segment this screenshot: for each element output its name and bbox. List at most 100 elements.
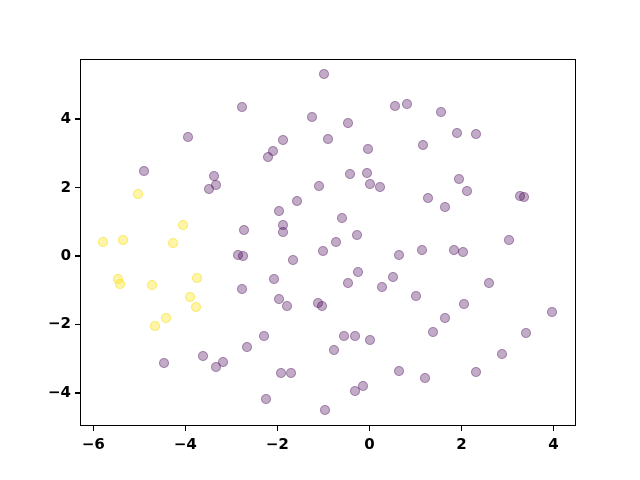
scatter-point-cluster-purple: [267, 146, 278, 157]
x-tick-label: 4: [548, 435, 559, 453]
scatter-point-cluster-purple: [236, 101, 247, 112]
scatter-point-cluster-purple: [204, 184, 215, 194]
scatter-point-cluster-purple: [211, 361, 222, 372]
y-tick-mark: [75, 186, 80, 189]
scatter-point-cluster-purple: [314, 181, 325, 192]
scatter-point-cluster-purple: [364, 178, 375, 189]
y-tick-label: 0: [60, 246, 71, 264]
scatter-point-cluster-purple: [158, 357, 169, 368]
scatter-point-cluster-purple: [361, 167, 372, 178]
y-tick-mark: [75, 392, 80, 394]
scatter-point-cluster-purple: [350, 331, 361, 342]
scatter-point-cluster-purple: [343, 278, 354, 289]
scatter-point-cluster-purple: [274, 293, 285, 304]
x-tick-label: 0: [364, 435, 375, 453]
scatter-point-cluster-purple: [318, 245, 329, 256]
scatter-point-cluster-purple: [358, 381, 369, 392]
scatter-point-cluster-purple: [317, 300, 328, 311]
scatter-point-cluster-purple: [389, 101, 400, 112]
scatter-point-cluster-purple: [419, 373, 430, 384]
scatter-point-cluster-yellow: [98, 237, 109, 248]
scatter-point-cluster-yellow: [168, 237, 179, 248]
scatter-point-cluster-purple: [349, 386, 360, 397]
y-tick-mark: [75, 118, 80, 120]
scatter-point-cluster-purple: [323, 133, 334, 144]
scatter-point-cluster-purple: [260, 393, 271, 404]
scatter-point-cluster-purple: [282, 300, 293, 311]
scatter-point-cluster-purple: [394, 366, 405, 377]
y-tick-mark: [75, 323, 80, 326]
scatter-point-cluster-yellow: [149, 320, 160, 331]
scatter-point-cluster-purple: [262, 151, 273, 162]
scatter-point-cluster-purple: [353, 267, 364, 278]
scatter-point-cluster-purple: [451, 127, 462, 138]
scatter-point-cluster-purple: [274, 206, 285, 217]
scatter-point-cluster-purple: [362, 144, 373, 155]
scatter-point-cluster-purple: [351, 229, 362, 240]
x-tick-mark: [276, 426, 279, 431]
scatter-point-cluster-yellow: [178, 219, 189, 230]
scatter-point-cluster-purple: [410, 291, 421, 302]
plot-area: [80, 59, 576, 426]
scatter-point-cluster-yellow: [115, 279, 126, 290]
x-tick-label: −6: [81, 435, 105, 453]
y-tick-label: −4: [47, 382, 71, 401]
y-tick-mark: [75, 255, 80, 257]
scatter-point-cluster-purple: [287, 254, 298, 265]
scatter-point-cluster-yellow: [118, 234, 129, 245]
scatter-point-cluster-purple: [236, 283, 247, 294]
scatter-point-cluster-purple: [401, 99, 412, 110]
scatter-point-cluster-purple: [453, 174, 464, 185]
x-tick-label: −2: [265, 435, 289, 453]
scatter-point-cluster-purple: [197, 351, 208, 362]
scatter-point-cluster-purple: [458, 247, 469, 258]
scatter-point-cluster-purple: [519, 191, 530, 202]
scatter-point-cluster-purple: [448, 244, 459, 255]
x-tick-mark: [184, 426, 187, 431]
scatter-point-cluster-yellow: [192, 272, 203, 283]
scatter-point-cluster-purple: [503, 234, 514, 245]
scatter-point-cluster-purple: [394, 250, 405, 261]
x-tick-mark: [552, 426, 555, 431]
scatter-point-cluster-purple: [182, 132, 193, 143]
scatter-point-cluster-yellow: [190, 302, 201, 313]
scatter-point-cluster-purple: [521, 327, 532, 338]
x-tick-mark: [460, 426, 463, 431]
x-tick-mark: [368, 426, 371, 431]
y-tick-label: −2: [47, 314, 71, 333]
scatter-point-cluster-purple: [546, 306, 557, 317]
scatter-point-cluster-purple: [286, 368, 297, 379]
scatter-point-cluster-purple: [337, 213, 348, 224]
scatter-point-cluster-purple: [427, 326, 438, 337]
scatter-point-cluster-purple: [387, 272, 398, 283]
scatter-point-cluster-purple: [238, 224, 249, 235]
y-tick-label: 4: [60, 109, 71, 128]
scatter-point-cluster-purple: [328, 345, 339, 356]
y-tick-label: 2: [60, 177, 71, 196]
scatter-point-cluster-purple: [497, 349, 508, 360]
scatter-point-cluster-yellow: [147, 279, 158, 290]
scatter-point-cluster-purple: [470, 367, 481, 377]
scatter-point-cluster-purple: [458, 298, 469, 309]
scatter-point-cluster-purple: [483, 278, 494, 289]
scatter-point-cluster-yellow: [160, 312, 171, 323]
scatter-point-cluster-purple: [417, 244, 428, 255]
scatter-point-cluster-purple: [435, 106, 446, 117]
scatter-point-cluster-purple: [339, 331, 350, 342]
scatter-point-cluster-purple: [343, 118, 354, 128]
scatter-point-cluster-purple: [139, 165, 150, 176]
scatter-point-cluster-purple: [345, 168, 356, 179]
scatter-point-cluster-purple: [423, 193, 433, 204]
scatter-point-cluster-purple: [258, 331, 269, 342]
scatter-point-cluster-purple: [238, 251, 249, 262]
scatter-point-cluster-purple: [330, 236, 341, 247]
scatter-point-cluster-purple: [439, 201, 450, 212]
scatter-point-cluster-purple: [318, 69, 329, 80]
scatter-point-cluster-purple: [417, 139, 428, 150]
scatter-point-cluster-purple: [376, 282, 387, 293]
scatter-point-cluster-yellow: [185, 291, 196, 302]
scatter-point-cluster-purple: [440, 313, 451, 324]
scatter-point-cluster-purple: [278, 135, 289, 146]
scatter-point-cluster-purple: [461, 186, 472, 197]
